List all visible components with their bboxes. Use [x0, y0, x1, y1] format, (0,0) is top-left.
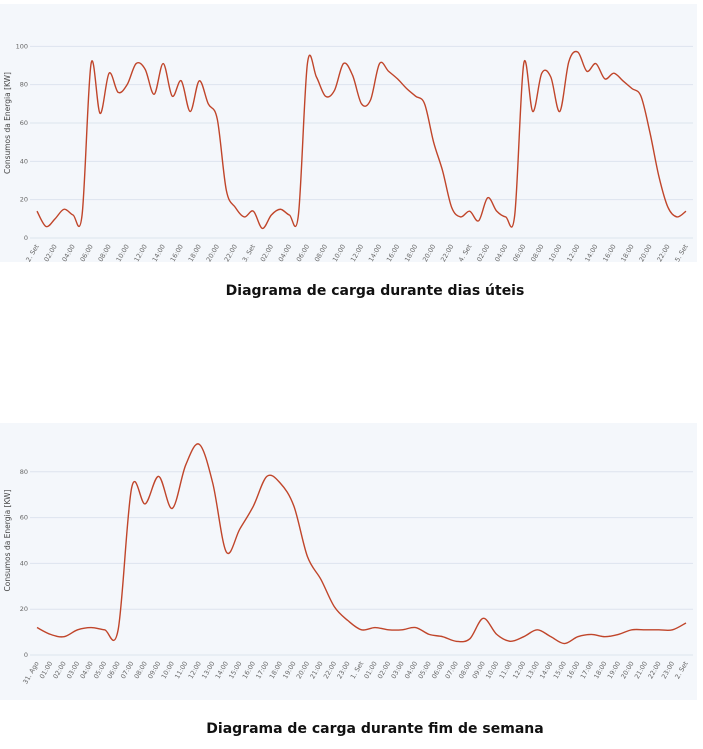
y-tick-label: 80: [20, 81, 28, 89]
y-axis-label: Consumos da Energia [KW]: [3, 72, 12, 174]
y-tick-label: 40: [20, 559, 28, 567]
plot-background: [0, 4, 697, 262]
y-tick-label: 80: [20, 468, 28, 476]
y-tick-label: 60: [20, 514, 28, 522]
y-tick-label: 60: [20, 119, 28, 127]
y-tick-label: 40: [20, 157, 28, 165]
y-tick-label: 20: [20, 196, 28, 204]
y-tick-label: 100: [16, 42, 28, 50]
y-tick-label: 0: [24, 234, 28, 242]
data-line: [36, 50, 687, 230]
chart-title: Diagrama de carga durante dias úteis: [226, 283, 525, 299]
y-tick-label: 0: [24, 651, 28, 659]
y-axis-label: Consumos da Energia [KW]: [3, 489, 12, 591]
data-line: [36, 443, 687, 645]
y-tick-label: 20: [20, 605, 28, 613]
chart-title: Diagrama de carga durante fim de semana: [206, 721, 543, 737]
plot-background: [0, 423, 697, 700]
